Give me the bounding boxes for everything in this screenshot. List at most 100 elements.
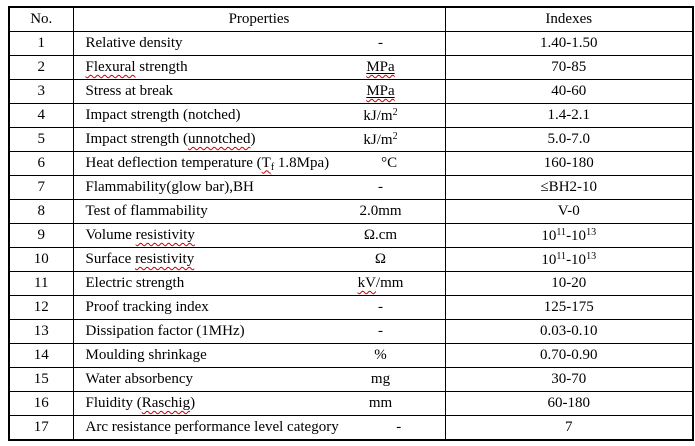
row-number-cell: 16 [8, 391, 74, 416]
row-number-cell: 9 [8, 223, 74, 248]
property-cell: Moulding shrinkage % [72, 343, 446, 368]
row-number-cell: 3 [8, 79, 74, 104]
property-cell: Arc resistance performance level categor… [72, 415, 446, 441]
row-number-cell: 10 [8, 247, 74, 272]
table-row: 4 Impact strength (notched) kJ/m2 1.4-2.… [8, 103, 694, 128]
property-name: Dissipation factor (1MHz) [85, 323, 245, 339]
property-layout: Water absorbency mg [74, 369, 444, 391]
row-number-cell: 11 [8, 271, 74, 296]
index-cell: 5.0-7.0 [444, 127, 694, 152]
property-unit: Ω.cm [363, 227, 398, 243]
property-unit: kJ/m2 [363, 106, 398, 124]
table-header-row: No. Properties Indexes [8, 6, 694, 32]
index-cell: 1.40-1.50 [444, 31, 694, 56]
property-cell: Dissipation factor (1MHz) - [72, 319, 446, 344]
property-unit: mm [368, 395, 393, 411]
property-unit: MPa [366, 59, 395, 75]
property-name: Heat deflection temperature (Tf 1.8Mpa) [85, 154, 330, 173]
table-row: 17 Arc resistance performance level cate… [8, 415, 694, 441]
property-name: Proof tracking index [85, 299, 209, 315]
property-name: Volume resistivity [85, 227, 195, 243]
property-layout: Arc resistance performance level categor… [74, 416, 444, 439]
property-layout: Surface resistivity Ω [74, 249, 444, 271]
property-cell: Volume resistivity Ω.cm [72, 223, 446, 248]
index-cell: 0.70-0.90 [444, 343, 694, 368]
property-name: Flammability(glow bar),BH [85, 179, 254, 195]
property-cell: Test of flammability 2.0mm [72, 199, 446, 224]
row-number-cell: 15 [8, 367, 74, 392]
index-cell: 1011-1013 [444, 223, 694, 248]
table-row: 14 Moulding shrinkage % 0.70-0.90 [8, 343, 694, 368]
property-layout: Volume resistivity Ω.cm [74, 225, 444, 247]
index-cell: 10-20 [444, 271, 694, 296]
property-unit: - [378, 35, 383, 51]
property-cell: Water absorbency mg [72, 367, 446, 392]
property-unit: °C [381, 155, 398, 171]
table-row: 8 Test of flammability 2.0mm V-0 [8, 199, 694, 224]
table-row: 5 Impact strength (unnotched) kJ/m2 5.0-… [8, 127, 694, 152]
index-cell: V-0 [444, 199, 694, 224]
property-cell: Relative density - [72, 31, 446, 56]
property-name: Impact strength (unnotched) [85, 131, 256, 147]
table-row: 13 Dissipation factor (1MHz) - 0.03-0.10 [8, 319, 694, 344]
table-row: 3 Stress at break MPa 40-60 [8, 79, 694, 104]
row-number-cell: 5 [8, 127, 74, 152]
property-cell: Flexural strength MPa [72, 55, 446, 80]
property-layout: Fluidity (Raschig) mm [74, 393, 444, 415]
row-number-cell: 7 [8, 175, 74, 200]
property-cell: Surface resistivity Ω [72, 247, 446, 272]
row-number-cell: 4 [8, 103, 74, 128]
index-cell: 60-180 [444, 391, 694, 416]
table-row: 6 Heat deflection temperature (Tf 1.8Mpa… [8, 151, 694, 176]
property-layout: Flexural strength MPa [74, 57, 444, 79]
property-name: Arc resistance performance level categor… [85, 419, 339, 435]
property-name: Electric strength [85, 275, 185, 291]
column-header-no: No. [8, 6, 74, 32]
column-header-indexes: Indexes [444, 6, 694, 32]
property-layout: Impact strength (unnotched) kJ/m2 [74, 129, 444, 151]
row-number-cell: 6 [8, 151, 74, 176]
property-unit: - [378, 299, 383, 315]
table-row: 1 Relative density - 1.40-1.50 [8, 31, 694, 56]
row-number-cell: 2 [8, 55, 74, 80]
index-cell: 70-85 [444, 55, 694, 80]
property-unit: - [378, 323, 383, 339]
row-number-cell: 1 [8, 31, 74, 56]
property-name: Surface resistivity [85, 251, 195, 267]
row-number-cell: 8 [8, 199, 74, 224]
property-layout: Flammability(glow bar),BH - [74, 177, 444, 199]
table-row: 11 Electric strength kV/mm 10-20 [8, 271, 694, 296]
property-name: Water absorbency [85, 371, 194, 387]
index-cell: 1.4-2.1 [444, 103, 694, 128]
property-cell: Flammability(glow bar),BH - [72, 175, 446, 200]
property-name: Flexural strength [85, 59, 188, 75]
table-row: 16 Fluidity (Raschig) mm 60-180 [8, 391, 694, 416]
property-layout: Electric strength kV/mm [74, 273, 444, 295]
property-cell: Stress at break MPa [72, 79, 446, 104]
column-header-properties: Properties [72, 6, 446, 32]
table-row: 12 Proof tracking index - 125-175 [8, 295, 694, 320]
index-cell: 0.03-0.10 [444, 319, 694, 344]
table-row: 2 Flexural strength MPa 70-85 [8, 55, 694, 80]
property-name: Stress at break [85, 83, 173, 99]
property-unit: kV/mm [357, 275, 404, 291]
properties-table: No. Properties Indexes 1 Relative densit… [8, 6, 694, 441]
property-cell: Heat deflection temperature (Tf 1.8Mpa) … [72, 151, 446, 176]
index-cell: ≤BH2-10 [444, 175, 694, 200]
property-cell: Proof tracking index - [72, 295, 446, 320]
property-layout: Dissipation factor (1MHz) - [74, 321, 444, 343]
property-layout: Impact strength (notched) kJ/m2 [74, 105, 444, 127]
property-unit: MPa [366, 83, 395, 99]
property-layout: Stress at break MPa [74, 81, 444, 103]
property-unit: % [374, 347, 387, 363]
index-cell: 160-180 [444, 151, 694, 176]
property-layout: Heat deflection temperature (Tf 1.8Mpa) … [74, 153, 444, 175]
property-cell: Fluidity (Raschig) mm [72, 391, 446, 416]
property-name: Impact strength (notched) [85, 107, 241, 123]
property-unit: Ω [374, 251, 387, 267]
row-number-cell: 17 [8, 415, 74, 441]
property-cell: Impact strength (unnotched) kJ/m2 [72, 127, 446, 152]
property-layout: Proof tracking index - [74, 297, 444, 319]
property-layout: Test of flammability 2.0mm [74, 201, 444, 223]
